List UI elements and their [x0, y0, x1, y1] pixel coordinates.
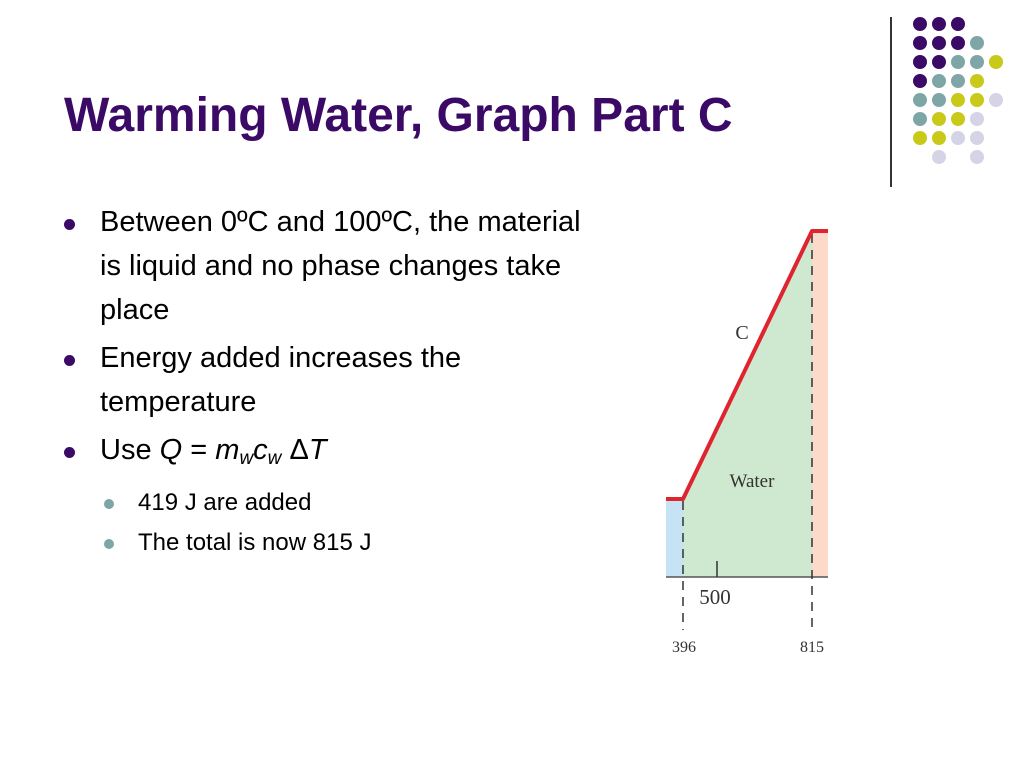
formula-m: m: [215, 434, 240, 466]
decorative-dot: [913, 55, 927, 69]
segment-label-c: C: [735, 322, 748, 344]
decorative-dot: [932, 36, 946, 50]
x-label-396: 396: [672, 639, 696, 656]
steam-region: [812, 231, 828, 577]
decorative-dot: [913, 93, 927, 107]
bullet-item-formula: Use Q = mwcw ΔT: [62, 428, 582, 481]
decorative-dot: [970, 93, 984, 107]
decorative-dot: [951, 131, 965, 145]
slide-title: Warming Water, Graph Part C: [64, 89, 733, 142]
formula-c-subscript: w: [267, 448, 282, 469]
decorative-dot: [932, 112, 946, 126]
formula-q: Q: [159, 434, 183, 466]
sub-bullet-item: The total is now 815 J: [62, 525, 582, 561]
heating-curve: [666, 229, 828, 501]
decorative-dot: [913, 112, 927, 126]
decorative-dot: [970, 55, 984, 69]
formula-prefix: Use: [100, 434, 160, 466]
decorative-dot: [951, 74, 965, 88]
formula-delta: Δ: [281, 434, 309, 466]
sub-bullet-item: 419 J are added: [62, 485, 582, 521]
decorative-dot: [951, 55, 965, 69]
decorative-dot: [913, 131, 927, 145]
heating-graph: C Water 500 396 815: [666, 229, 828, 656]
formula-m-subscript: w: [239, 448, 254, 469]
x-label-815: 815: [800, 639, 824, 656]
decorative-dot: [932, 55, 946, 69]
decorative-dot: [970, 36, 984, 50]
decorative-dot: [932, 131, 946, 145]
decorative-dot: [970, 150, 984, 164]
decorative-dot: [951, 17, 965, 31]
decorative-dot: [932, 150, 946, 164]
decorative-dot: [951, 93, 965, 107]
tick-label-500: 500: [699, 585, 731, 609]
decorative-dot: [932, 93, 946, 107]
bullet-item: Between 0ºC and 100ºC, the material is l…: [62, 200, 582, 332]
ice-region: [666, 500, 683, 577]
formula-c: c: [253, 434, 268, 466]
decorative-dot: [913, 74, 927, 88]
title-divider-line: [890, 17, 892, 187]
bullet-list: Between 0ºC and 100ºC, the material is l…: [62, 200, 582, 565]
decorative-dot: [932, 17, 946, 31]
decorative-dot: [989, 93, 1003, 107]
decorative-dot: [913, 36, 927, 50]
decorative-dot: [913, 17, 927, 31]
water-region: [683, 231, 812, 577]
decorative-dot: [951, 112, 965, 126]
decorative-dot: [970, 112, 984, 126]
decorative-dot: [951, 36, 965, 50]
decorative-dot: [970, 131, 984, 145]
formula-equals: =: [182, 434, 216, 466]
decorative-dot: [989, 55, 1003, 69]
decorative-dot: [932, 74, 946, 88]
decorative-dot: [970, 74, 984, 88]
region-label-water: Water: [730, 471, 776, 492]
bullet-item: Energy added increases the temperature: [62, 336, 582, 424]
formula-t: T: [308, 434, 327, 466]
